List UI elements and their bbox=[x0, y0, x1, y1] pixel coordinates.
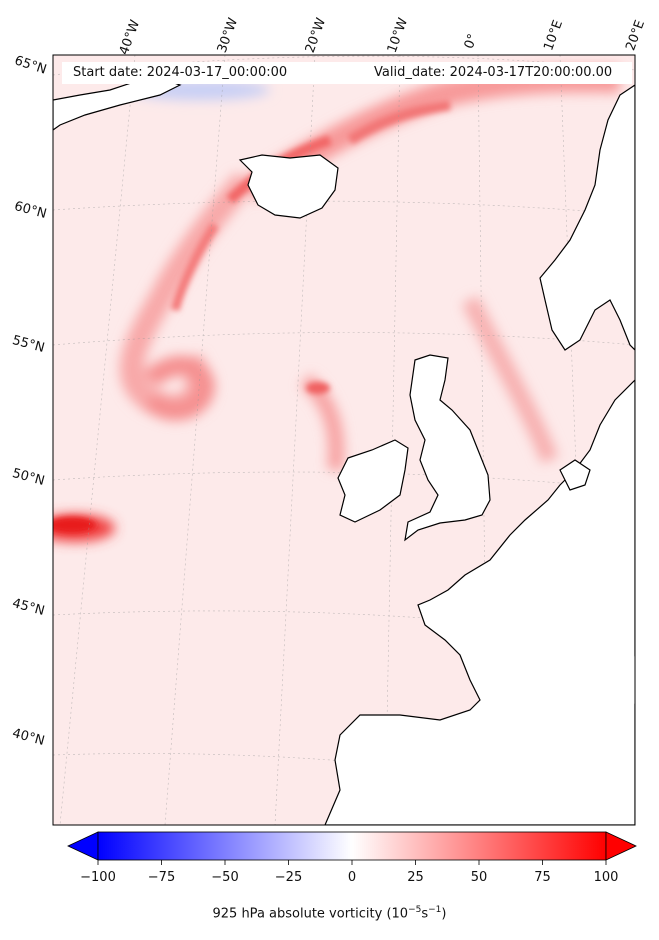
great-britain bbox=[404, 354, 491, 542]
vorticity-core-mid bbox=[306, 382, 330, 394]
colorbar-tick-label: 25 bbox=[407, 870, 424, 885]
colorbar-label-mid: s bbox=[421, 906, 429, 922]
colorbar-tick-label: −50 bbox=[211, 870, 239, 885]
colorbar-label-exp1: −5 bbox=[408, 905, 422, 915]
colorbar-body bbox=[97, 831, 607, 861]
vorticity-band-north-sea bbox=[461, 295, 559, 464]
colorbar-tick-label: 0 bbox=[347, 870, 357, 885]
colorbar-tick-label: −100 bbox=[80, 870, 116, 885]
map-frame bbox=[52, 54, 636, 826]
colorbar-label-end: ) bbox=[441, 906, 447, 922]
ireland bbox=[337, 439, 409, 523]
coastlines bbox=[53, 77, 635, 825]
vorticity-core-west bbox=[170, 222, 219, 312]
colorbar-tick-label: −25 bbox=[274, 870, 303, 885]
denmark bbox=[559, 459, 591, 491]
iceland bbox=[238, 154, 339, 219]
scandinavia bbox=[539, 84, 635, 351]
colorbar-extend-low bbox=[67, 831, 99, 861]
colorbar bbox=[67, 831, 637, 865]
colorbar-tick-label: −75 bbox=[147, 870, 176, 885]
colorbar-extend-high bbox=[605, 831, 637, 861]
colorbar-tick-label: 100 bbox=[593, 870, 619, 885]
vorticity-core-southwest bbox=[53, 517, 96, 533]
vorticity-core-ne bbox=[347, 100, 451, 145]
colorbar-label-main: 925 hPa absolute vorticity (10 bbox=[212, 906, 409, 922]
vorticity-swirl bbox=[142, 355, 216, 421]
greenland-tip bbox=[53, 77, 182, 131]
colorbar-tick-label: 50 bbox=[470, 870, 488, 885]
colorbar-tick-label: 75 bbox=[534, 870, 551, 885]
header-bar bbox=[62, 62, 632, 84]
colorbar-label-exp2: −1 bbox=[428, 905, 442, 915]
land-interior-patches bbox=[360, 650, 635, 820]
valid-date-label: Valid_date: 2024-03-17T20:00:00.00 bbox=[374, 65, 613, 80]
colorbar-label: 925 hPa absolute vorticity (10−5s−1) bbox=[0, 905, 659, 921]
start-date-label: Start date: 2024-03-17_00:00:00 bbox=[73, 65, 288, 80]
